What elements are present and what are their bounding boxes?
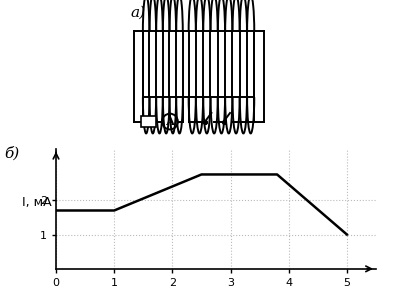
Bar xyxy=(143,31,254,97)
Y-axis label: I, мА: I, мА xyxy=(22,196,52,209)
Bar xyxy=(141,116,156,127)
Text: А: А xyxy=(166,116,174,127)
Text: б): б) xyxy=(4,146,19,160)
Text: а): а) xyxy=(131,6,146,20)
